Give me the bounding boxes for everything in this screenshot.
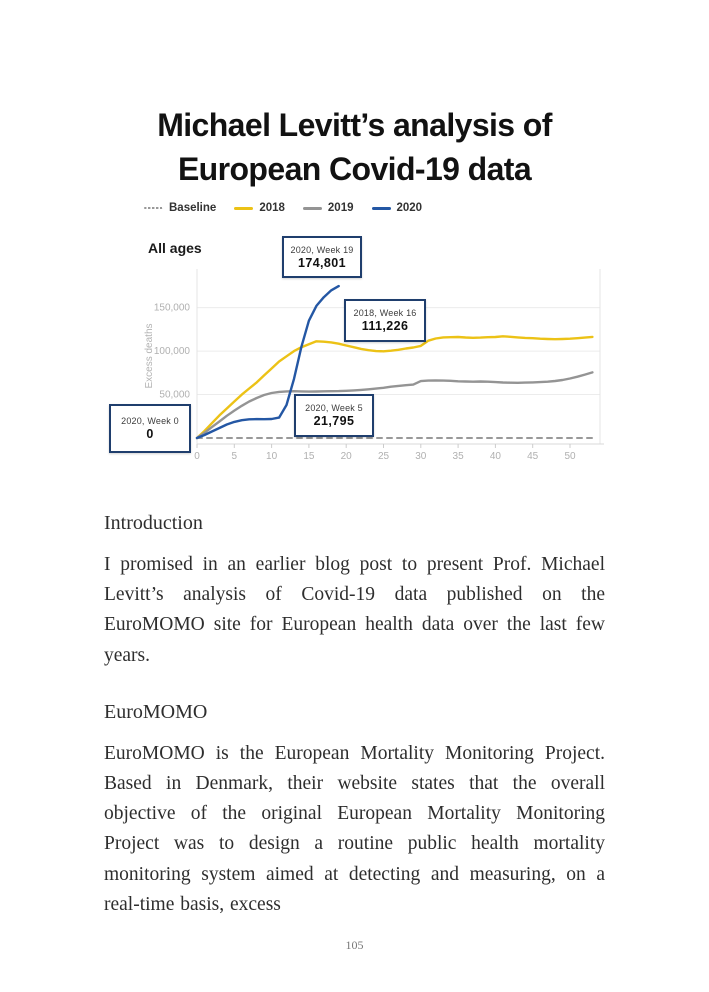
page-title: Michael Levitt’s analysis of European Co… [0, 103, 709, 191]
annotation-label: 2018, Week 16 [353, 308, 417, 318]
excess-deaths-chart: Baseline 2018 2019 2020 All ages 0 50,000… [104, 196, 620, 476]
article-body: Introduction I promised in an earlier bl… [104, 498, 605, 946]
svg-text:50,000: 50,000 [159, 390, 190, 401]
legend-label-2019: 2019 [327, 202, 354, 214]
chart-legend: Baseline 2018 2019 2020 [144, 202, 422, 214]
page-title-line1: Michael Levitt’s analysis of [157, 107, 552, 144]
svg-text:5: 5 [232, 451, 238, 462]
legend-label-baseline: Baseline [169, 202, 217, 214]
paragraph-euromomo: EuroMOMO is the European Mortality Monit… [104, 742, 605, 915]
svg-text:0: 0 [194, 451, 200, 462]
page-title-line2: European Covid-19 data [177, 151, 532, 188]
annotation-label: 2020, Week 0 [121, 416, 179, 426]
legend-label-2020: 2020 [396, 202, 423, 214]
series-2019-line-icon [302, 206, 322, 210]
page-number: 105 [345, 938, 364, 952]
annotation-label: 2020, Week 5 [305, 403, 363, 413]
series-2018-line-icon [234, 206, 254, 210]
annotation-value: 174,801 [298, 255, 346, 270]
chart-plot-area: 0 50,000 100,000 150,000 0 5 10 15 20 25 30 35 40 45 5… [144, 269, 604, 462]
legend-label-2018: 2018 [259, 202, 285, 214]
svg-text:15: 15 [303, 451, 315, 462]
annotation-value: 0 [146, 427, 154, 441]
annotation-2018-week16: 2018, Week 16 111,226 [344, 299, 426, 342]
svg-text:35: 35 [453, 451, 465, 462]
svg-text:100,000: 100,000 [154, 346, 191, 357]
annotation-label: 2020, Week 19 [290, 244, 354, 255]
svg-text:Excess deaths: Excess deaths [144, 323, 155, 388]
legend-item-2020: 2020 [371, 202, 423, 214]
annotation-2020-week0: 2020, Week 0 0 [109, 404, 191, 453]
svg-text:45: 45 [527, 451, 539, 462]
paragraph-introduction: I promised in an earlier blog post to pr… [104, 554, 605, 666]
annotation-value: 111,226 [361, 319, 409, 333]
legend-item-2018: 2018 [234, 202, 285, 214]
svg-text:30: 30 [415, 451, 427, 462]
annotation-2020-week5: 2020, Week 5 21,795 [294, 394, 374, 437]
svg-text:20: 20 [341, 451, 353, 462]
svg-text:150,000: 150,000 [154, 303, 191, 314]
annotation-2020-week19: 2020, Week 19 174,801 [282, 236, 362, 278]
svg-text:25: 25 [378, 451, 390, 462]
svg-text:50: 50 [564, 451, 576, 462]
svg-text:10: 10 [266, 451, 278, 462]
baseline-line-icon [144, 207, 163, 209]
series-2020-line-icon [371, 206, 391, 210]
section-heading-euromomo: EuroMOMO [104, 700, 208, 723]
legend-item-baseline: Baseline [144, 202, 216, 214]
chart-subtitle: All ages [148, 240, 202, 256]
svg-text:40: 40 [490, 451, 502, 462]
section-heading-introduction: Introduction [104, 512, 203, 534]
annotation-value: 21,795 [313, 414, 355, 428]
legend-item-2019: 2019 [302, 202, 354, 214]
